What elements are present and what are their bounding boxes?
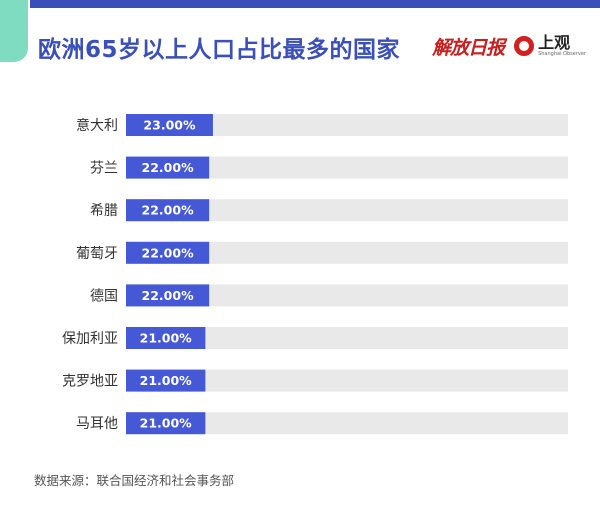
bar-4 — [126, 284, 210, 307]
value-label: 22.00% — [142, 203, 195, 218]
value-label: 23.00% — [143, 118, 196, 133]
value-label: 22.00% — [142, 160, 195, 175]
bar-track — [126, 114, 568, 136]
bar-track — [126, 369, 568, 392]
top-accent-band — [30, 0, 600, 8]
category-label: 希腊 — [90, 203, 118, 219]
bar-7 — [126, 412, 206, 435]
value-label: 22.00% — [142, 288, 195, 303]
bar-1 — [126, 156, 210, 179]
bar-5 — [126, 327, 206, 349]
category-label: 克罗地亚 — [62, 374, 118, 390]
value-label: 21.00% — [140, 416, 193, 431]
value-label: 21.00% — [140, 331, 193, 346]
bar-0 — [126, 114, 213, 136]
corner-decoration — [0, 0, 28, 62]
source-note: 数据来源：联合国经济和社会事务部 — [34, 473, 235, 488]
ring-icon — [514, 36, 535, 56]
shanghai-observer-cn-text: 上观 — [538, 33, 571, 52]
shanghai-observer-logo: 上观 Shanghai Observer — [514, 35, 586, 57]
publisher-logos: 解放日报 上观 Shanghai Observer — [432, 30, 586, 62]
bar-track — [126, 199, 568, 222]
category-label: 葡萄牙 — [76, 246, 118, 262]
bar-2 — [126, 199, 210, 222]
bar-6 — [126, 369, 206, 392]
value-label: 22.00% — [142, 245, 195, 260]
category-label: 意大利 — [76, 117, 118, 134]
category-label: 保加利亚 — [62, 331, 118, 347]
bar-3 — [126, 241, 210, 264]
bar-track — [126, 156, 568, 179]
page-title: 欧洲65岁以上人口占比最多的国家 — [38, 37, 401, 63]
shanghai-observer-en-text: Shanghai Observer — [538, 51, 586, 57]
bar-track — [126, 284, 568, 307]
bar-track — [126, 241, 568, 264]
jiefang-daily-logo: 解放日报 — [432, 36, 505, 59]
bar-track — [126, 412, 568, 435]
category-label: 德国 — [90, 288, 118, 304]
category-label: 马耳他 — [76, 416, 118, 432]
value-label: 21.00% — [140, 373, 193, 388]
category-label: 芬兰 — [90, 161, 118, 177]
bar-track — [126, 327, 568, 349]
